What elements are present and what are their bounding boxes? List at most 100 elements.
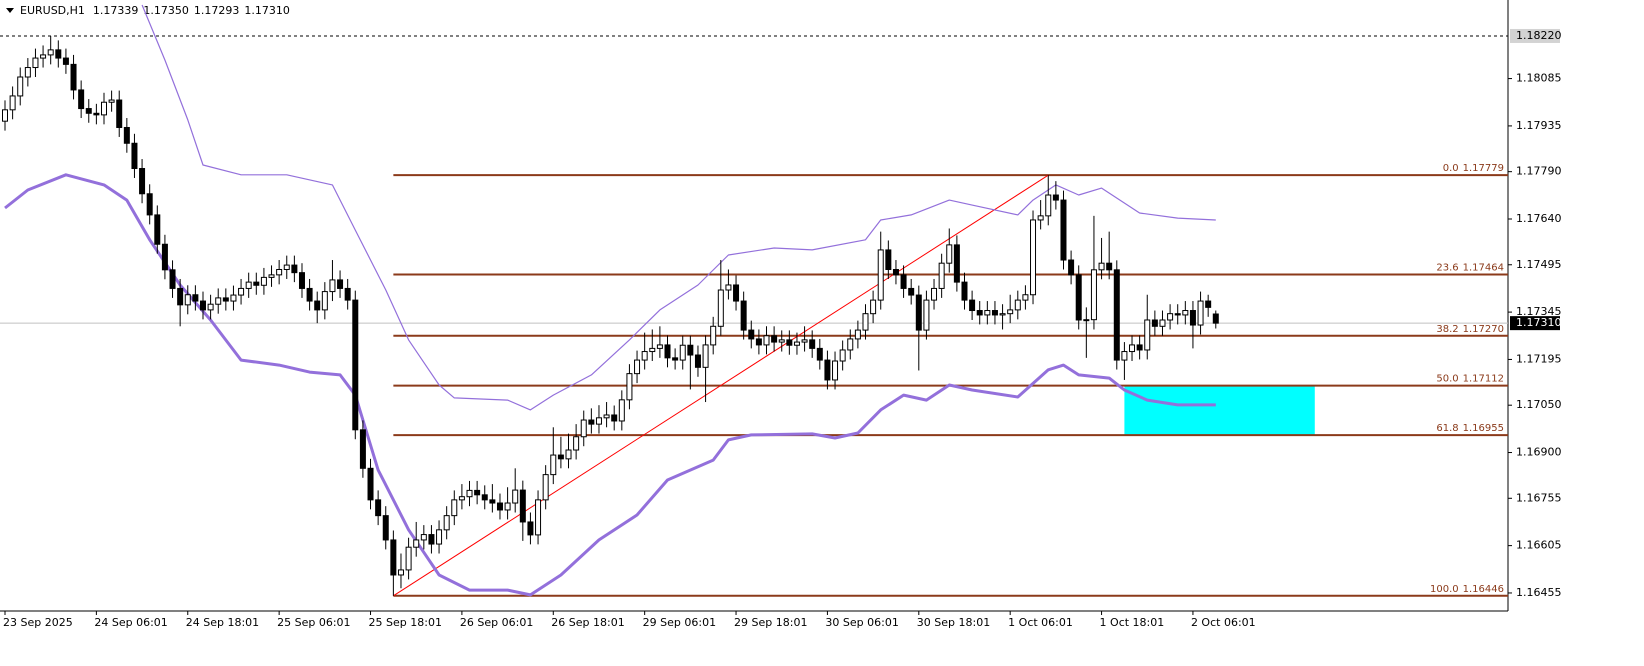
candle-body: [1037, 215, 1044, 221]
candle-body: [1144, 319, 1151, 351]
candle-body: [991, 310, 998, 316]
fib-label: 23.6 1.17464: [1436, 263, 1504, 274]
candle-body: [839, 349, 846, 362]
y-tick-label: 1.17640: [1516, 212, 1562, 225]
quote-high: 1.17350: [143, 4, 189, 17]
candle-body: [436, 529, 443, 545]
candle-body: [1174, 313, 1181, 316]
fib-price: 1.16446: [1463, 584, 1504, 595]
y-tick-label: 1.17935: [1516, 119, 1562, 132]
symbol: EURUSD,H1: [20, 4, 85, 17]
candle-body: [999, 313, 1006, 316]
candle-body: [953, 244, 960, 283]
candle-body: [717, 289, 724, 327]
candle-body: [512, 489, 519, 504]
candle-body: [550, 454, 557, 476]
candle-body: [649, 347, 656, 353]
candle-body: [367, 467, 374, 501]
candle-body: [1212, 313, 1219, 324]
fib-ratio: 100.0: [1430, 584, 1459, 595]
x-tick-label: 26 Sep 06:01: [460, 616, 533, 629]
candle-body: [146, 193, 153, 216]
candle-body: [344, 287, 351, 301]
candle-body: [24, 67, 31, 78]
candle-body: [184, 294, 191, 306]
candle-body: [923, 299, 930, 331]
candle-body: [489, 499, 496, 504]
candle-body: [329, 279, 336, 293]
current-price-label: 1.17310: [1516, 316, 1562, 329]
candle-body: [1189, 310, 1196, 326]
candle-body: [55, 49, 62, 59]
candle-body: [542, 474, 549, 501]
candle-body: [1068, 259, 1075, 276]
x-tick-label: 30 Sep 06:01: [825, 616, 898, 629]
candle-body: [443, 515, 450, 531]
candle-body: [1167, 313, 1174, 321]
y-tick-label: 1.18085: [1516, 72, 1562, 85]
x-tick-label: 25 Sep 06:01: [277, 616, 350, 629]
candle-body: [154, 214, 161, 245]
y-tick-label: 1.17345: [1516, 305, 1562, 318]
trend-line: [393, 174, 1049, 597]
candle-body: [1090, 269, 1097, 321]
candle-body: [588, 419, 595, 425]
y-tick-label: 1.17790: [1516, 165, 1562, 178]
candle-body: [854, 329, 861, 340]
candle-body: [1022, 294, 1029, 301]
candle-body: [9, 95, 16, 111]
candle-body: [40, 54, 47, 59]
candle-body: [451, 499, 458, 517]
fib-price: 1.16955: [1463, 423, 1504, 434]
candle-body: [618, 399, 625, 422]
candle-body: [390, 539, 397, 576]
fib-label: 0.0 1.17779: [1443, 163, 1504, 174]
quote-low: 1.17293: [194, 4, 240, 17]
candle-body: [420, 534, 427, 541]
candle-body: [603, 414, 610, 419]
candle-body: [641, 351, 648, 361]
candle-body: [1113, 269, 1120, 361]
fib-ratio: 61.8: [1436, 423, 1458, 434]
candle-body: [862, 313, 869, 331]
high-price-box: [1510, 28, 1560, 43]
candle-body: [1159, 319, 1166, 327]
candle-body: [291, 264, 298, 274]
candle-body: [321, 291, 328, 311]
candle-body: [748, 329, 755, 340]
fib-price: 1.17779: [1463, 163, 1504, 174]
y-tick-label: 1.16755: [1516, 491, 1562, 504]
candle-body: [634, 359, 641, 375]
candle-body: [1106, 262, 1113, 271]
candle-body: [359, 429, 366, 469]
candle-body: [519, 489, 526, 523]
y-tick-label: 1.17195: [1516, 352, 1562, 365]
candle-body: [474, 489, 481, 496]
candle-body: [778, 339, 785, 343]
candle-body: [595, 417, 602, 425]
candle-body: [131, 142, 138, 170]
candle-body: [93, 112, 100, 116]
candle-body: [832, 360, 839, 381]
x-tick-label: 24 Sep 18:01: [186, 616, 259, 629]
band-line: [141, 4, 1216, 411]
candle-body: [276, 268, 283, 276]
candle-body: [504, 502, 511, 511]
candle-body: [222, 297, 229, 302]
candle-body: [1030, 219, 1037, 296]
menu-arrow[interactable]: [6, 8, 14, 13]
x-tick-label: 30 Sep 18:01: [917, 616, 990, 629]
candle-body: [1052, 194, 1059, 201]
candle-body: [70, 63, 77, 91]
x-tick-label: 23 Sep 2025: [3, 616, 73, 629]
candle-body: [238, 287, 245, 296]
candle-body: [230, 294, 237, 302]
candle-body: [915, 294, 922, 331]
candle-body: [771, 335, 778, 343]
band-line: [4, 173, 1216, 597]
fib-label: 38.2 1.17270: [1436, 324, 1504, 335]
candle-body: [870, 299, 877, 315]
fib-label: 100.0 1.16446: [1430, 584, 1504, 595]
